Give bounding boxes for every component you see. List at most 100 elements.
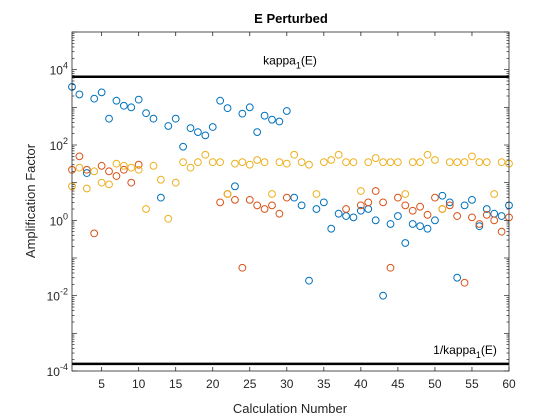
data-point <box>327 224 336 233</box>
data-point <box>112 159 121 168</box>
data-point <box>475 158 484 167</box>
data-point <box>164 122 173 130</box>
data-point <box>327 156 336 164</box>
data-point <box>297 201 306 210</box>
data-point <box>186 124 195 133</box>
data-point <box>260 158 269 167</box>
data-point <box>171 178 180 187</box>
data-point <box>142 109 150 118</box>
data-point <box>208 123 217 131</box>
data-point <box>245 103 254 112</box>
data-point <box>371 216 380 225</box>
data-point <box>238 109 247 118</box>
y-axis-ticks: 10-4 10-2 100 102 104 <box>47 31 509 379</box>
data-point <box>445 201 454 210</box>
data-point <box>156 175 165 184</box>
data-point <box>268 190 276 198</box>
data-point <box>290 150 299 159</box>
data-point <box>445 158 454 167</box>
data-point <box>275 117 284 126</box>
x-tick-label: 5 <box>98 377 105 391</box>
data-point <box>482 205 491 213</box>
data-point <box>245 160 254 169</box>
data-point <box>231 159 239 168</box>
data-point <box>97 161 106 170</box>
x-tick-label: 45 <box>391 377 405 391</box>
data-point <box>482 158 491 167</box>
data-point <box>342 205 350 213</box>
data-point <box>416 202 425 211</box>
data-point <box>319 158 328 167</box>
y-axis-label: Amplification Factor <box>23 143 38 258</box>
data-point <box>194 158 202 167</box>
data-point <box>194 128 202 137</box>
data-point <box>149 161 158 170</box>
x-axis-label: Calculation Number <box>233 401 348 416</box>
data-point <box>386 263 395 272</box>
data-point <box>319 198 328 207</box>
data-point <box>468 213 476 222</box>
data-point <box>349 158 358 167</box>
data-point <box>334 150 343 159</box>
data-point <box>201 150 210 159</box>
data-point <box>171 114 180 123</box>
data-point <box>97 178 106 187</box>
data-point <box>268 115 276 124</box>
y-tick-label: 10-4 <box>47 362 68 379</box>
data-point <box>75 152 84 161</box>
data-point <box>82 165 91 174</box>
data-point <box>282 159 291 168</box>
data-point <box>82 169 91 177</box>
data-point <box>253 128 262 137</box>
data-point <box>475 222 484 231</box>
x-tick-label: 15 <box>169 377 183 391</box>
data-point <box>460 278 469 287</box>
chart-title: E Perturbed <box>254 11 328 26</box>
data-point <box>356 206 365 215</box>
data-point <box>386 220 395 228</box>
data-point <box>468 195 476 204</box>
data-point <box>260 205 269 213</box>
data-point <box>305 160 313 169</box>
data-point <box>408 158 417 167</box>
x-tick-label: 10 <box>132 377 146 391</box>
data-point <box>134 95 143 104</box>
data-point <box>201 131 210 140</box>
data-point <box>342 158 350 167</box>
data-point <box>282 107 291 115</box>
data-point <box>386 158 395 167</box>
data-point <box>216 158 225 167</box>
data-point <box>105 114 113 123</box>
data-point <box>305 276 313 285</box>
data-point <box>379 291 387 300</box>
data-point <box>282 193 291 202</box>
data-point <box>134 160 143 169</box>
data-point <box>90 94 99 103</box>
data-point <box>475 220 484 228</box>
data-point <box>379 158 387 167</box>
data-point <box>460 158 469 167</box>
axes-box <box>71 31 510 372</box>
data-point <box>164 214 173 223</box>
data-point <box>149 114 158 123</box>
data-point <box>497 158 506 167</box>
data-point <box>416 158 425 167</box>
y-tick-label: 104 <box>50 61 68 78</box>
data-point <box>497 212 506 220</box>
data-point <box>231 195 239 204</box>
data-point <box>423 150 432 159</box>
y-tick-label: 102 <box>50 136 68 153</box>
data-point <box>245 195 254 204</box>
data-point <box>112 96 121 105</box>
data-point <box>223 104 232 113</box>
data-point <box>312 190 321 198</box>
data-point <box>497 227 506 236</box>
data-point <box>134 165 143 174</box>
data-point <box>231 182 239 191</box>
data-point <box>431 193 439 202</box>
data-point <box>371 187 380 195</box>
data-point <box>275 158 284 167</box>
data-point <box>90 167 99 176</box>
x-tick-label: 50 <box>428 377 442 391</box>
data-point <box>290 193 299 202</box>
